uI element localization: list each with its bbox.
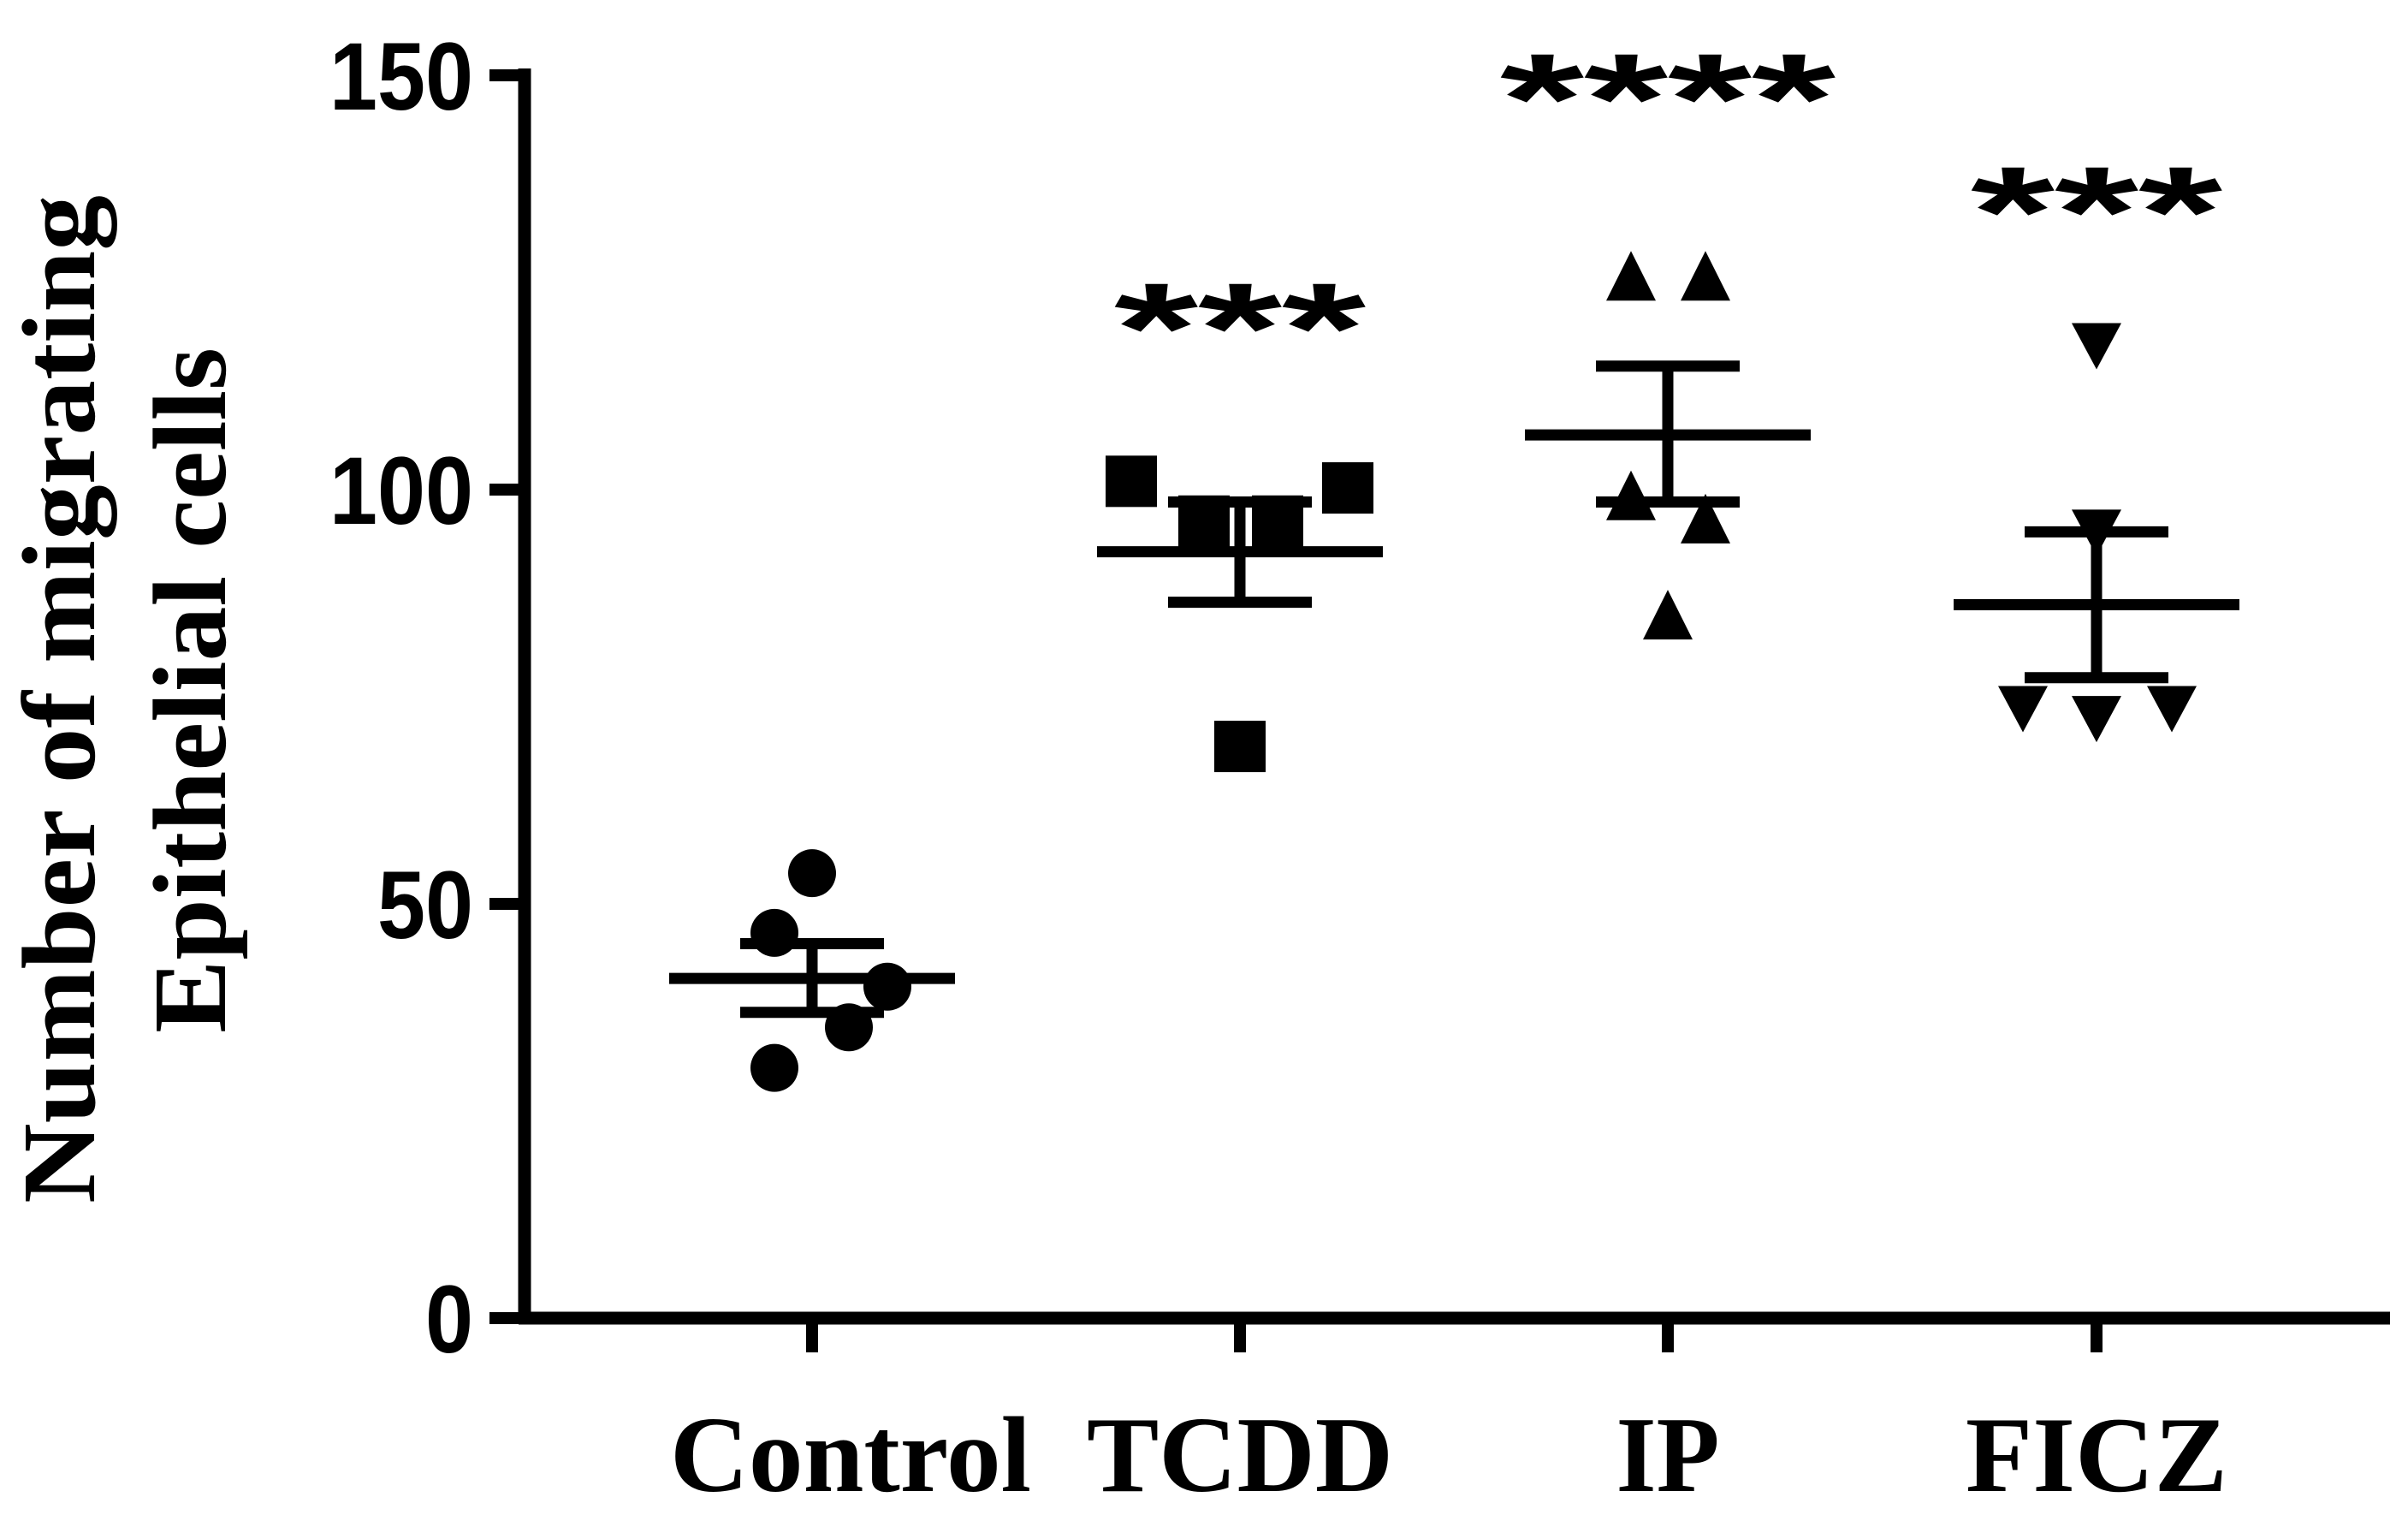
group-ip: **** [1500, 27, 1836, 640]
y-tick-label: 100 [329, 437, 473, 544]
triangle-up-marker [1681, 251, 1730, 301]
significance-asterisks: **** [1500, 27, 1836, 170]
y-tick-label: 0 [425, 1266, 473, 1373]
circle-marker [750, 1043, 798, 1092]
x-tick-label-control: Control [670, 1396, 1031, 1515]
y-tick-label: 150 [329, 23, 473, 130]
y-tick-label: 50 [377, 852, 473, 959]
x-tick-label-tcdd: TCDD [1087, 1396, 1393, 1515]
square-marker [1322, 462, 1373, 514]
triangle-down-marker [1998, 686, 2048, 733]
significance-asterisks: *** [1114, 256, 1367, 400]
triangle-up-marker [1643, 590, 1693, 640]
x-tick-label-ip: IP [1616, 1396, 1720, 1515]
group-tcdd: *** [1097, 256, 1383, 773]
triangle-down-marker [2147, 686, 2197, 733]
triangle-down-marker [2072, 696, 2121, 743]
y-axis-ticks: 0 50 100 150 [329, 23, 525, 1373]
square-marker [1106, 455, 1157, 508]
axes [518, 68, 2390, 1325]
y-axis-title-line-1: Number of migrating [2, 195, 117, 1203]
triangle-up-marker [1681, 493, 1730, 544]
x-tick-label-ficz: FICZ [1966, 1396, 2227, 1515]
significance-asterisks: *** [1971, 140, 2223, 283]
x-axis-ticks: Control TCDD IP FICZ [670, 1318, 2227, 1515]
square-marker [1214, 721, 1266, 773]
circle-marker [750, 908, 798, 957]
triangle-up-marker [1606, 470, 1656, 520]
triangle-up-marker [1606, 251, 1656, 301]
y-axis-title: Number of migrating Epithelial cells [2, 195, 248, 1203]
data-groups: ********** [669, 27, 2239, 1092]
circle-marker [863, 962, 911, 1011]
circle-marker [788, 849, 836, 898]
y-axis-title-line-2: Epithelial cells [133, 348, 248, 1033]
group-ficz: *** [1954, 140, 2239, 743]
triangle-down-marker [2072, 323, 2121, 370]
group-control [669, 849, 955, 1092]
